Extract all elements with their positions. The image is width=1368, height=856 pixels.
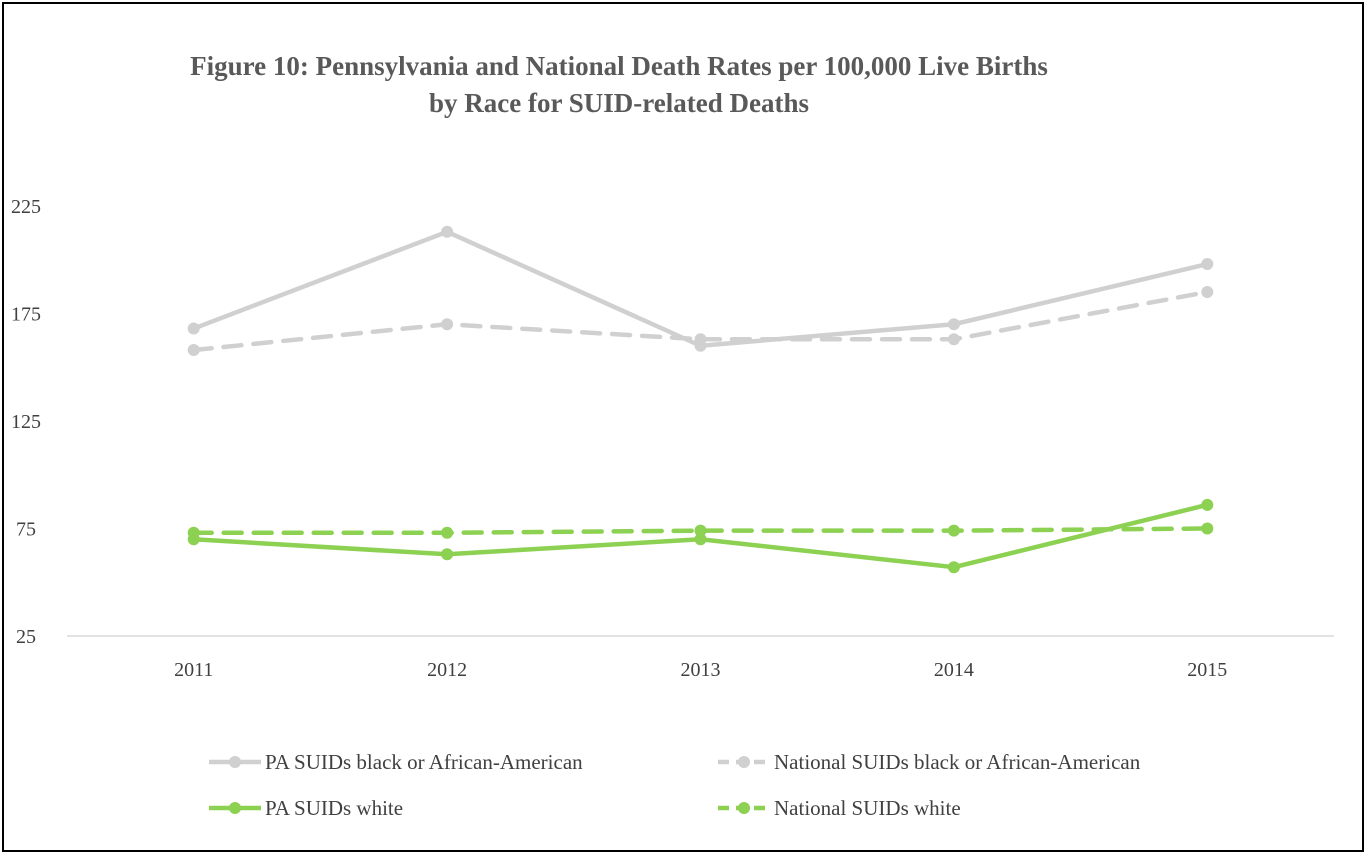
x-tick-label: 2012 <box>427 659 467 681</box>
data-point <box>441 526 454 539</box>
y-tick-label: 75 <box>16 519 36 541</box>
data-point <box>441 225 454 238</box>
legend-swatch-marker <box>738 756 750 768</box>
series-3 <box>187 522 1214 539</box>
data-point <box>1201 286 1214 298</box>
x-tick-label: 2011 <box>174 659 213 681</box>
series-line <box>191 229 1210 348</box>
data-point <box>694 533 707 546</box>
x-tick-label: 2014 <box>934 659 974 681</box>
data-point <box>441 318 454 331</box>
data-point <box>947 333 960 346</box>
data-point <box>1201 258 1214 271</box>
legend-label: PA SUIDs white <box>265 796 403 820</box>
y-tick-label: 125 <box>11 411 41 433</box>
legend-swatch-marker <box>229 756 241 768</box>
data-point <box>947 561 960 574</box>
y-tick-label: 25 <box>16 626 36 648</box>
legend-label: PA SUIDs black or African-American <box>265 750 583 774</box>
y-tick-label: 225 <box>11 196 41 218</box>
data-point <box>1201 498 1214 511</box>
y-axis-ticks: 225 175 125 75 25 <box>11 196 41 648</box>
data-point <box>187 322 200 335</box>
x-tick-label: 2013 <box>681 659 721 681</box>
series-1 <box>187 286 1214 357</box>
chart-title-line-1: Figure 10: Pennsylvania and National Dea… <box>190 51 1048 81</box>
data-point <box>187 526 200 539</box>
legend-swatch-marker <box>229 802 241 814</box>
data-point <box>694 524 707 537</box>
series-layer <box>187 225 1214 574</box>
legend-swatch-marker <box>738 802 750 814</box>
data-point <box>947 318 960 331</box>
y-tick-label: 175 <box>11 304 41 326</box>
legend-item: National SUIDs white <box>718 796 961 820</box>
legend-item: National SUIDs black or African-American <box>718 750 1141 774</box>
chart: Figure 10: Pennsylvania and National Dea… <box>11 51 1334 820</box>
legend: PA SUIDs black or African-American Nation… <box>209 750 1141 820</box>
data-point <box>694 333 707 346</box>
series-0 <box>187 225 1214 352</box>
series-line <box>191 526 1210 536</box>
data-point <box>187 344 200 357</box>
legend-item: PA SUIDs white <box>209 796 403 820</box>
data-point <box>1201 522 1214 535</box>
x-axis-ticks: 2011 2012 2013 2014 2015 <box>174 659 1227 681</box>
legend-item: PA SUIDs black or African-American <box>209 750 583 774</box>
data-point <box>441 548 454 561</box>
x-tick-label: 2015 <box>1187 659 1227 681</box>
legend-label: National SUIDs white <box>774 796 961 820</box>
chart-title-line-2: by Race for SUID-related Deaths <box>429 88 809 118</box>
legend-label: National SUIDs black or African-American <box>774 750 1141 774</box>
data-point <box>947 524 960 537</box>
